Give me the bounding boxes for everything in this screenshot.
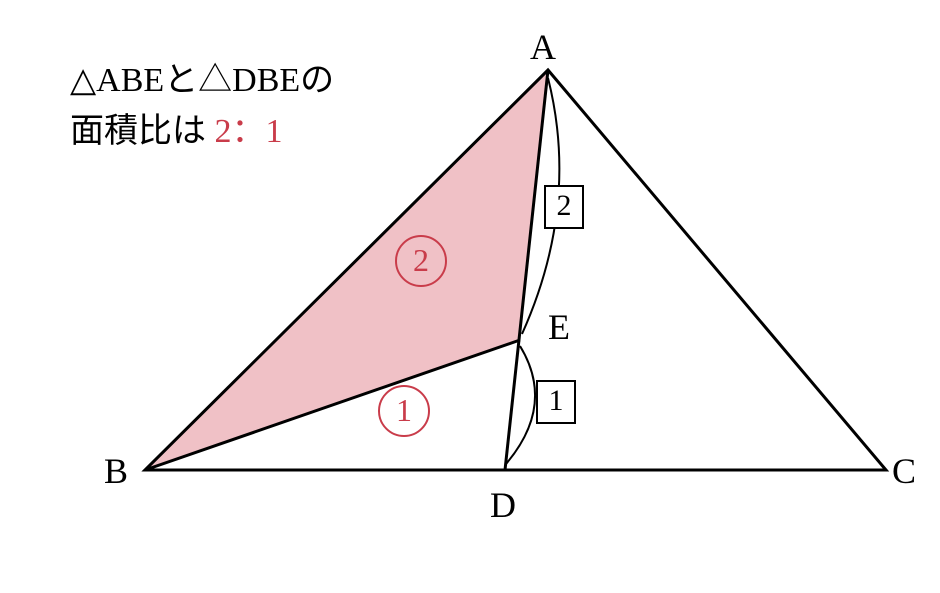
vertex-label-C: C	[892, 450, 916, 492]
caption-ratio: 2：1	[215, 113, 283, 150]
caption-line1: △ABEと△DBEの	[70, 62, 334, 99]
caption-line2-prefix: 面積比は	[70, 113, 215, 150]
vertex-label-E: E	[548, 306, 570, 348]
caption-text: △ABEと△DBEの 面積比は 2：1	[70, 55, 334, 157]
area-ratio-circle-2: 2	[395, 235, 447, 287]
vertex-label-A: A	[530, 26, 556, 68]
segment-ratio-box-AE: 2	[544, 185, 584, 229]
arc-ED	[506, 346, 535, 464]
segment-ratio-box-ED: 1	[536, 380, 576, 424]
area-ratio-circle-1: 1	[378, 385, 430, 437]
vertex-label-D: D	[490, 484, 516, 526]
vertex-label-B: B	[104, 450, 128, 492]
